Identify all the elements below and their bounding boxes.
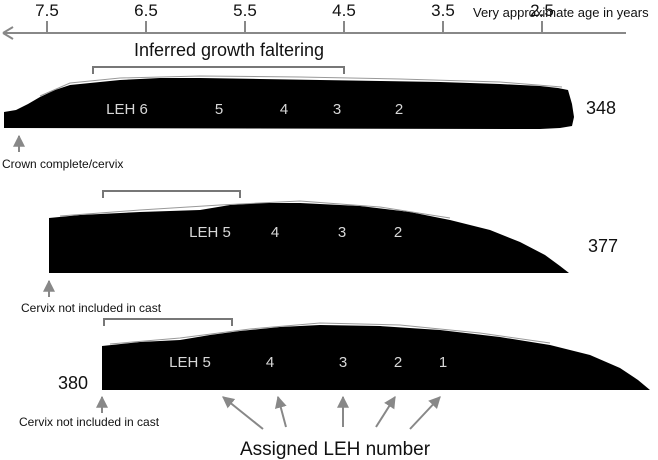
age-axis-label: Very approximate age in years xyxy=(473,5,649,20)
leh-label: 2 xyxy=(395,101,403,118)
leh-label: LEH 5 xyxy=(189,224,231,241)
specimen-id: 348 xyxy=(586,98,616,118)
enamel-outline-377 xyxy=(59,200,451,219)
leh-pointer-arrow xyxy=(222,396,264,430)
age-tick-label: 4.5 xyxy=(332,1,356,20)
age-axis: 7.5 6.5 5.5 4.5 3.5 2.5 Very approximate… xyxy=(2,1,649,40)
specimen-348: LEH 6 5 4 3 2 348 Crown complete/cervix xyxy=(2,75,616,171)
leh-label: 4 xyxy=(266,354,274,371)
specimen-id: 377 xyxy=(588,236,618,256)
growth-faltering-label: Inferred growth faltering xyxy=(134,40,324,60)
leh-label: 4 xyxy=(280,101,288,118)
leh-label: 1 xyxy=(439,354,447,371)
tooth-silhouette-380 xyxy=(102,325,650,390)
cervix-caption-380: Cervix not included in cast xyxy=(19,415,160,429)
cervix-caption-377: Cervix not included in cast xyxy=(21,301,162,315)
age-tick-label: 2.5 xyxy=(530,1,554,20)
growth-faltering-bracket-377 xyxy=(102,190,241,198)
specimen-id: 380 xyxy=(58,373,88,393)
specimen-380: LEH 5 4 3 2 1 380 Cervix not included in… xyxy=(19,322,650,429)
specimen-377: LEH 5 4 3 2 377 Cervix not included in c… xyxy=(21,200,618,315)
leh-label: 3 xyxy=(339,354,347,371)
growth-faltering-bracket-380 xyxy=(103,318,233,326)
age-tick-label: 7.5 xyxy=(35,1,59,20)
leh-label: 4 xyxy=(271,224,279,241)
leh-label: 5 xyxy=(215,101,223,118)
age-tick-label: 5.5 xyxy=(233,1,257,20)
leh-label: 3 xyxy=(333,101,341,118)
leh-label: 2 xyxy=(394,354,402,371)
leh-pointer-arrow xyxy=(409,396,441,430)
leh-pointer-arrow xyxy=(375,395,396,428)
cervix-caption-348: Crown complete/cervix xyxy=(2,157,123,171)
assigned-leh-arrows xyxy=(222,395,441,430)
enamel-outline-348 xyxy=(39,75,563,97)
age-tick-label: 3.5 xyxy=(431,1,455,20)
leh-label: LEH 5 xyxy=(169,354,211,371)
leh-pointer-arrow xyxy=(274,395,287,428)
leh-label: LEH 6 xyxy=(106,101,148,118)
age-tick-label: 6.5 xyxy=(134,1,158,20)
leh-label: 3 xyxy=(338,224,346,241)
leh-label: 2 xyxy=(394,224,402,241)
tooth-silhouette-377 xyxy=(49,203,569,273)
assigned-leh-label: Assigned LEH number xyxy=(240,439,431,460)
enamel-outline-380 xyxy=(109,322,551,345)
growth-faltering-bracket-348 xyxy=(92,66,345,74)
age-axis-arrowhead xyxy=(2,26,14,40)
tooth-silhouette-348 xyxy=(4,78,574,129)
